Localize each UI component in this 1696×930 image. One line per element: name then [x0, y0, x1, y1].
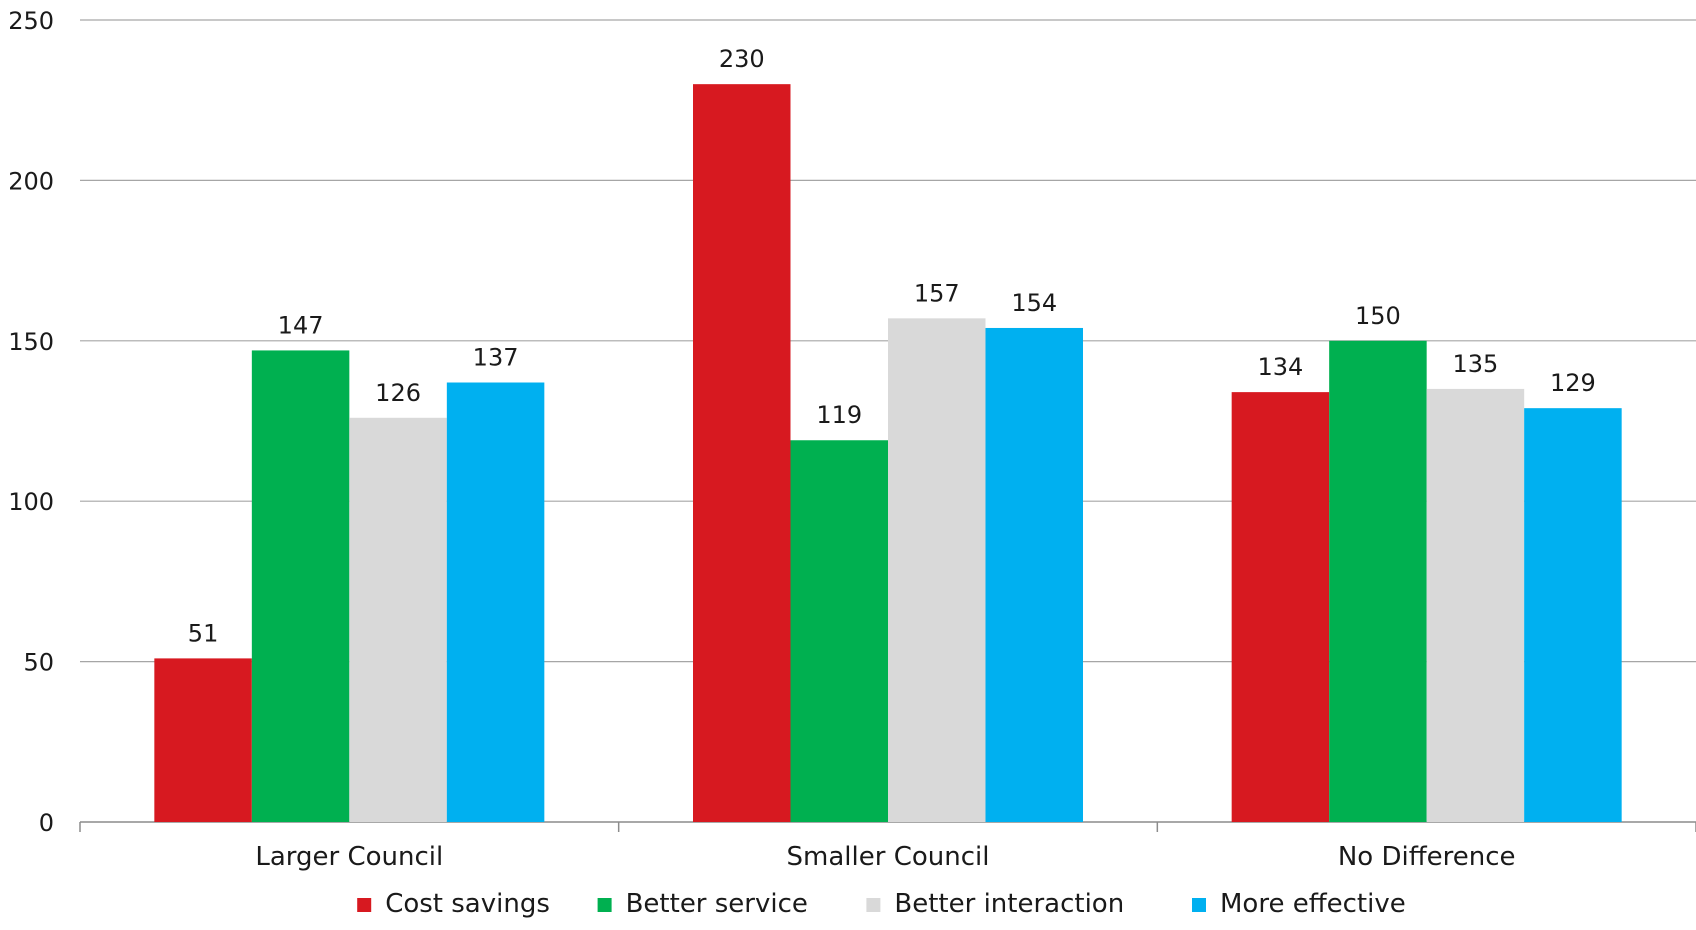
legend-label: Cost savings: [385, 889, 550, 919]
x-category-label: Larger Council: [255, 842, 443, 872]
bar-more-effective: [985, 327, 1083, 822]
y-tick-label: 150: [8, 328, 54, 356]
bar-better-interaction: [349, 417, 447, 822]
bar-better-service: [1329, 340, 1427, 822]
data-labels: 51 147 126 137 230 119 157 154 134 150 135 129: [188, 45, 1596, 647]
legend-item: More effective: [1192, 889, 1406, 919]
y-tick-label: 100: [8, 488, 54, 516]
y-tick-label: 200: [8, 167, 54, 195]
bar-better-service: [251, 350, 350, 822]
y-tick-label: 50: [23, 649, 54, 677]
data-label: 137: [473, 344, 519, 372]
data-label: 135: [1453, 350, 1499, 378]
data-label: 157: [914, 279, 960, 307]
data-label: 150: [1355, 302, 1401, 330]
bar-better-interaction: [888, 318, 986, 822]
legend-swatch: [597, 898, 612, 912]
legend: Cost savings Better service Better interac…: [357, 889, 1406, 919]
data-label: 230: [719, 45, 765, 73]
data-label: 129: [1550, 369, 1596, 397]
bar-cost-savings: [154, 658, 252, 822]
data-label: 126: [375, 379, 421, 407]
data-label: 51: [188, 619, 219, 647]
data-label: 154: [1011, 289, 1057, 317]
data-label: 147: [278, 311, 324, 339]
legend-item: Cost savings: [357, 889, 550, 919]
bar-more-effective: [446, 382, 545, 822]
x-category-label: No Difference: [1338, 842, 1516, 872]
y-tick-label: 250: [8, 7, 54, 35]
legend-swatch: [357, 898, 372, 912]
y-tick-label: 0: [39, 809, 54, 837]
data-label: 134: [1258, 353, 1304, 381]
bar-better-interaction: [1426, 388, 1525, 822]
legend-label: Better interaction: [894, 889, 1124, 919]
bars: [154, 84, 1622, 822]
legend-swatch: [1192, 898, 1206, 912]
x-category-label: Smaller Council: [787, 842, 990, 872]
legend-item: Better interaction: [866, 889, 1124, 919]
bar-cost-savings: [693, 84, 791, 822]
legend-label: More effective: [1220, 889, 1406, 919]
bar-cost-savings: [1231, 392, 1330, 822]
legend-item: Better service: [597, 889, 808, 919]
legend-swatch: [866, 898, 881, 912]
data-label: 119: [816, 401, 862, 429]
legend-label: Better service: [626, 889, 808, 919]
bar-better-service: [790, 440, 888, 822]
bar-more-effective: [1524, 408, 1622, 822]
